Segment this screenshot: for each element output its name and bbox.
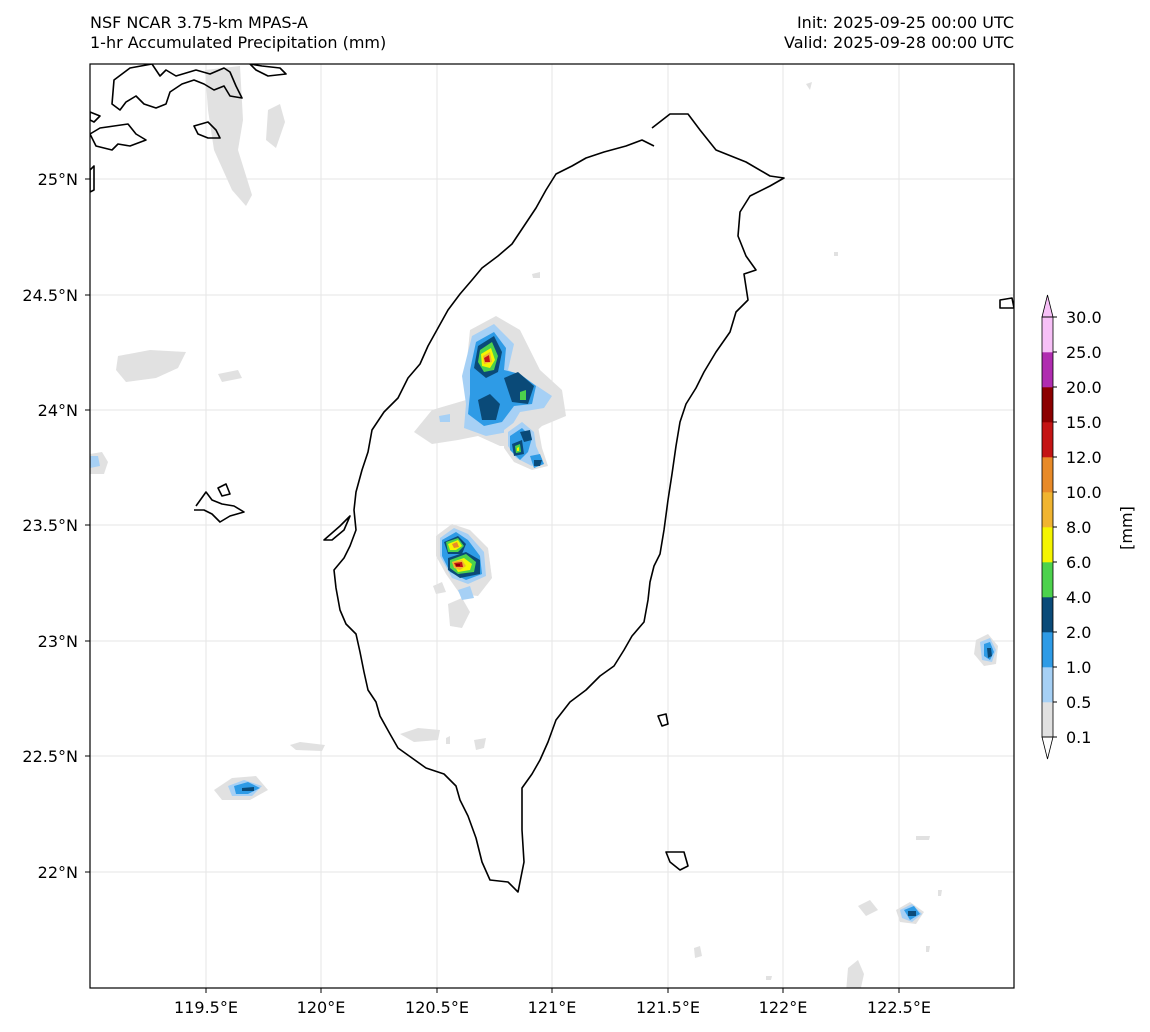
penghu-islands — [194, 491, 245, 523]
colorbar-tick-label: 0.1 — [1066, 728, 1091, 747]
colorbar-tick-label: 25.0 — [1066, 343, 1102, 362]
colorbar-tick-label: 6.0 — [1066, 553, 1091, 572]
lon-label: 120.5°E — [405, 998, 469, 1017]
colorbar-segment — [1042, 352, 1053, 388]
colorbar-tick-label: 8.0 — [1066, 518, 1091, 537]
lat-label: 22°N — [38, 863, 78, 882]
colorbar-tick-label: 0.5 — [1066, 693, 1091, 712]
lat-label: 24°N — [38, 401, 78, 420]
field-title: 1-hr Accumulated Precipitation (mm) — [90, 33, 387, 52]
colorbar-tick-label: 1.0 — [1066, 658, 1091, 677]
china-coast — [111, 64, 243, 111]
header-left: NSF NCAR 3.75-km MPAS-A 1-hr Accumulated… — [90, 13, 386, 53]
ticks — [85, 178, 900, 993]
east-island-cell — [980, 638, 996, 662]
lon-label: 122°E — [759, 998, 808, 1017]
orchid-island — [665, 851, 689, 871]
colorbar-tick-label: 30.0 — [1066, 308, 1102, 327]
colorbar-segment — [1042, 597, 1053, 633]
southwest-cell — [436, 524, 492, 600]
central-cell — [436, 410, 548, 470]
taiwan-coastline — [333, 113, 785, 893]
lat-label: 24.5°N — [22, 286, 78, 305]
valid-time: Valid: 2025-09-28 00:00 UTC — [783, 33, 1014, 52]
colorbar-segment — [1042, 667, 1053, 703]
light-precip-areas — [90, 66, 998, 988]
colorbar-segment — [1042, 632, 1053, 668]
colorbar-segment — [1042, 492, 1053, 528]
lat-label: 22.5°N — [22, 747, 78, 766]
colorbar-segment — [1042, 317, 1053, 353]
colorbar-tick-label: 15.0 — [1066, 413, 1102, 432]
colorbar-segment — [1042, 527, 1053, 563]
southeast-island-cell — [900, 904, 922, 922]
lon-label: 119.5°E — [174, 998, 238, 1017]
colorbar-segment — [1042, 562, 1053, 598]
coastlines — [90, 64, 1014, 893]
colorbar-segment — [1042, 457, 1053, 493]
lon-label: 121.5°E — [636, 998, 700, 1017]
colorbar: 0.1 0.5 1.0 2.0 4.0 6.0 8.0 10.0 12.0 15.0 20.0 25.… — [1041, 294, 1102, 760]
colorbar-segment — [1042, 702, 1053, 738]
colorbar-tick-label: 10.0 — [1066, 483, 1102, 502]
penghu-south-cell — [228, 780, 262, 796]
west-edge-cell — [90, 456, 100, 468]
colorbar-segment — [1042, 387, 1053, 423]
model-title: NSF NCAR 3.75-km MPAS-A — [90, 13, 308, 32]
init-time: Init: 2025-09-25 00:00 UTC — [796, 13, 1014, 32]
colorbar-extend-max — [1041, 294, 1054, 318]
colorbar-tick-label: 20.0 — [1066, 378, 1102, 397]
colorbar-segment — [1042, 422, 1053, 458]
colorbar-tick-label: 4.0 — [1066, 588, 1091, 607]
colorbar-unit-label: [mm] — [1117, 506, 1136, 550]
header-right: Init: 2025-09-25 00:00 UTC Valid: 2025-0… — [784, 13, 1014, 53]
gridlines — [90, 64, 1014, 988]
lon-label: 122.5°E — [867, 998, 931, 1017]
lat-labels: 25°N 24.5°N 24°N 23.5°N 23°N 22.5°N 22°N — [22, 170, 78, 882]
lon-label: 121°E — [528, 998, 577, 1017]
colorbar-extend-min — [1041, 736, 1054, 760]
lat-label: 23.5°N — [22, 516, 78, 535]
lon-labels: 119.5°E 120°E 120.5°E 121°E 121.5°E 122°… — [174, 998, 931, 1017]
green-island — [657, 713, 669, 727]
lon-label: 120°E — [297, 998, 346, 1017]
colorbar-tick-label: 12.0 — [1066, 448, 1102, 467]
colorbar-tick-label: 2.0 — [1066, 623, 1091, 642]
lat-label: 25°N — [38, 170, 78, 189]
lat-label: 23°N — [38, 632, 78, 651]
